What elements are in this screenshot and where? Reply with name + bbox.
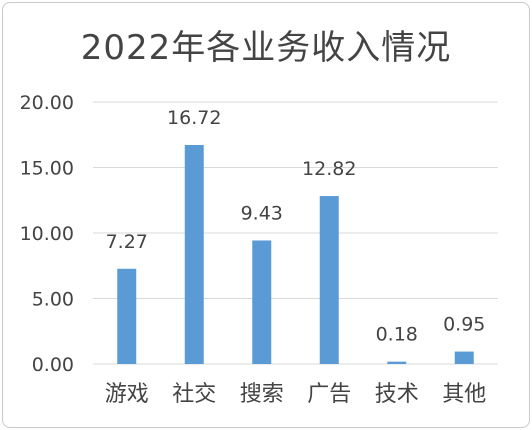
- bar: [319, 196, 339, 364]
- bar: [387, 361, 407, 364]
- data-label: 0.18: [376, 324, 418, 346]
- bar: [454, 351, 474, 364]
- x-tick-label: 社交: [172, 382, 216, 407]
- x-tick-label: 搜索: [240, 382, 284, 407]
- data-label: 9.43: [241, 202, 283, 224]
- chart-title: 2022年各业务收入情况: [80, 28, 452, 68]
- y-tick-label: 5.00: [32, 289, 74, 311]
- data-label: 16.72: [167, 107, 221, 129]
- y-tick-label: 10.00: [20, 223, 74, 245]
- bar: [184, 144, 204, 364]
- y-tick-label: 20.00: [20, 92, 74, 114]
- x-tick-label: 游戏: [105, 382, 149, 407]
- x-tick-label: 技术: [375, 382, 419, 407]
- y-tick-label: 15.00: [20, 158, 74, 180]
- bar: [117, 268, 137, 364]
- y-tick-label: 0.00: [32, 354, 74, 376]
- x-tick-label: 广告: [307, 382, 351, 407]
- x-tick-label: 其他: [442, 382, 486, 407]
- data-label: 0.95: [443, 314, 485, 336]
- data-label: 12.82: [302, 158, 356, 180]
- data-label: 7.27: [106, 231, 148, 253]
- bar: [252, 240, 272, 364]
